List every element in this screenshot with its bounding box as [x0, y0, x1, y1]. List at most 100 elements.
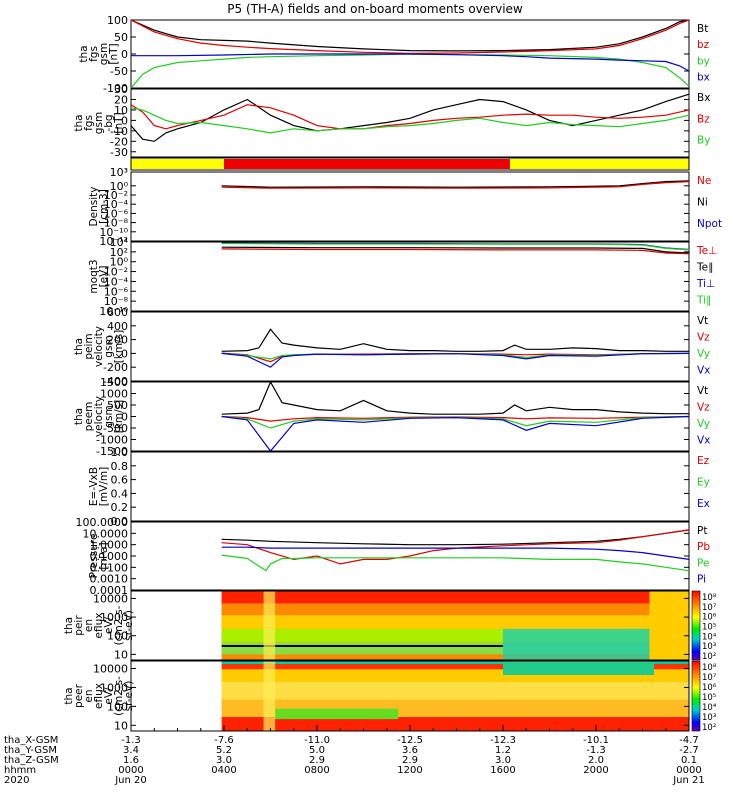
series-Vx	[221, 352, 690, 368]
x-tick-label: 3.6	[402, 745, 418, 756]
spectrogram-patch	[649, 591, 689, 660]
y-tick-label: 1.0000	[90, 539, 129, 552]
y-axis-label: gsm	[93, 112, 105, 134]
x-tick-label: -10.1	[583, 735, 609, 746]
y-axis-label: peim	[83, 333, 95, 359]
panel-frame	[130, 590, 690, 661]
x-tick-label: 0.1	[681, 755, 697, 766]
spectrogram-peir_eflux	[221, 591, 690, 660]
y-axis-label: velocity	[93, 396, 105, 437]
y-tick-label: 10.0000	[83, 527, 129, 540]
legend-entry: Bz	[697, 113, 710, 125]
colorbar-tick-label: 10³	[702, 642, 716, 652]
colorbar-tick-label: 10³	[702, 713, 716, 723]
colorbar-tick-label: 10⁶	[702, 613, 717, 623]
legend-entry: bx	[697, 72, 710, 84]
x-tick-label: 3.0	[495, 755, 511, 766]
mode-bar-frame	[130, 157, 690, 171]
y-tick-label: 0.2	[111, 501, 129, 514]
x-tick-label: -4.7	[679, 735, 699, 746]
legend-entry: Te⊥	[696, 245, 717, 257]
legend-entry: Pb	[697, 541, 710, 553]
series-Ne	[221, 181, 690, 189]
y-tick-label: 400	[107, 320, 128, 333]
y-axis-label: Pressure	[88, 534, 100, 579]
x-tick-label: 5.0	[309, 745, 325, 756]
legend-entry: Vz	[697, 331, 710, 343]
y-tick-label: -10	[110, 125, 128, 138]
y-axis-label: (cm2-s-	[113, 605, 125, 645]
y-tick-label: 20	[114, 93, 128, 106]
legend-entry: Vx	[697, 364, 710, 376]
y-axis-label: -bg	[103, 114, 115, 131]
spectrogram-band	[221, 717, 690, 731]
y-tick-label: 100	[107, 700, 128, 713]
y-axis-label: [eV]	[98, 266, 110, 288]
y-tick-label: 0.0100	[90, 561, 129, 574]
y-axis-label: gsm	[103, 405, 115, 427]
legend-entry: Ex	[697, 498, 710, 510]
x-tick-label: -7.6	[214, 735, 234, 746]
y-axis-label: fgs	[88, 46, 100, 62]
legend-entry: Vz	[697, 401, 710, 413]
colorbar-tick-label: 10⁸	[702, 663, 717, 673]
x-tick-label: 0000	[118, 765, 143, 776]
legend-entry: Pe	[697, 557, 709, 569]
series-bz	[130, 19, 690, 54]
series-Te⊥	[221, 248, 690, 255]
y-tick-label: 10⁰	[110, 180, 129, 193]
spectrogram-patch	[503, 628, 655, 660]
series-Pe	[221, 554, 690, 572]
y-axis-label: moqt3	[88, 259, 100, 293]
mode-segment	[131, 159, 224, 169]
colorbar-tick-label: 10⁸	[702, 593, 717, 603]
page-title: P5 (TH-A) fields and on-board moments ov…	[227, 2, 523, 16]
panel-efield: 1.00.80.60.40.20.0 E=-VxB[mV/m] Ez Ey Ex	[88, 446, 710, 528]
y-tick-label: 0	[121, 411, 128, 424]
colorbar-tick-label: 10²	[702, 652, 716, 662]
y-axis-label: sr-eV)	[123, 610, 135, 641]
y-axis-label: sr-eV)	[123, 681, 135, 712]
colorbar-tick-label: 10⁷	[702, 673, 717, 683]
legend-entry: Pi	[697, 574, 706, 586]
y-tick-label: 0.6	[111, 474, 129, 487]
series-Pi	[221, 546, 690, 560]
y-tick-label: 10⁻⁸	[104, 217, 129, 230]
x-tick-label: 1200	[397, 765, 422, 776]
y-tick-label: 10	[114, 104, 128, 117]
x-tick-label: -1.3	[586, 745, 606, 756]
y-axis-label: Density	[88, 187, 100, 227]
mode-segment	[224, 159, 510, 169]
spectrogram-band	[221, 661, 690, 670]
legend-entry: by	[697, 55, 710, 67]
y-tick-label: -50	[110, 65, 128, 78]
series-bx	[131, 53, 690, 72]
y-tick-label: 0.0001	[90, 584, 129, 597]
y-axis-label: peer	[73, 683, 85, 708]
series-Te∥	[221, 246, 690, 254]
colorbar-tick-label: 10⁴	[702, 703, 717, 713]
axis-row-label: hhmm	[4, 765, 36, 776]
series-Pt	[221, 529, 690, 546]
y-tick-label: 10⁻¹⁰	[99, 305, 128, 318]
y-tick-label: 1000	[100, 611, 128, 624]
axis-row-label: tha_X-GSM	[4, 735, 58, 746]
y-tick-label: -1000	[96, 434, 128, 447]
y-tick-label: 0.4	[111, 487, 129, 500]
panel-frame	[130, 451, 690, 522]
y-tick-label: -100	[103, 82, 128, 95]
y-tick-label: 10⁻⁴	[104, 198, 129, 211]
series-Ni	[221, 180, 690, 188]
x-tick-label: -11.0	[304, 735, 330, 746]
spectrogram-band	[221, 682, 690, 700]
y-axis-label: gsm	[103, 335, 115, 357]
x-tick-label: 1.2	[495, 745, 511, 756]
legend-entry: Bx	[697, 92, 710, 104]
x-tick-label: 0000	[676, 765, 701, 776]
x-tick-label: 0400	[211, 765, 236, 776]
y-tick-label: 1500	[100, 376, 128, 389]
y-tick-label: 100	[107, 630, 128, 643]
